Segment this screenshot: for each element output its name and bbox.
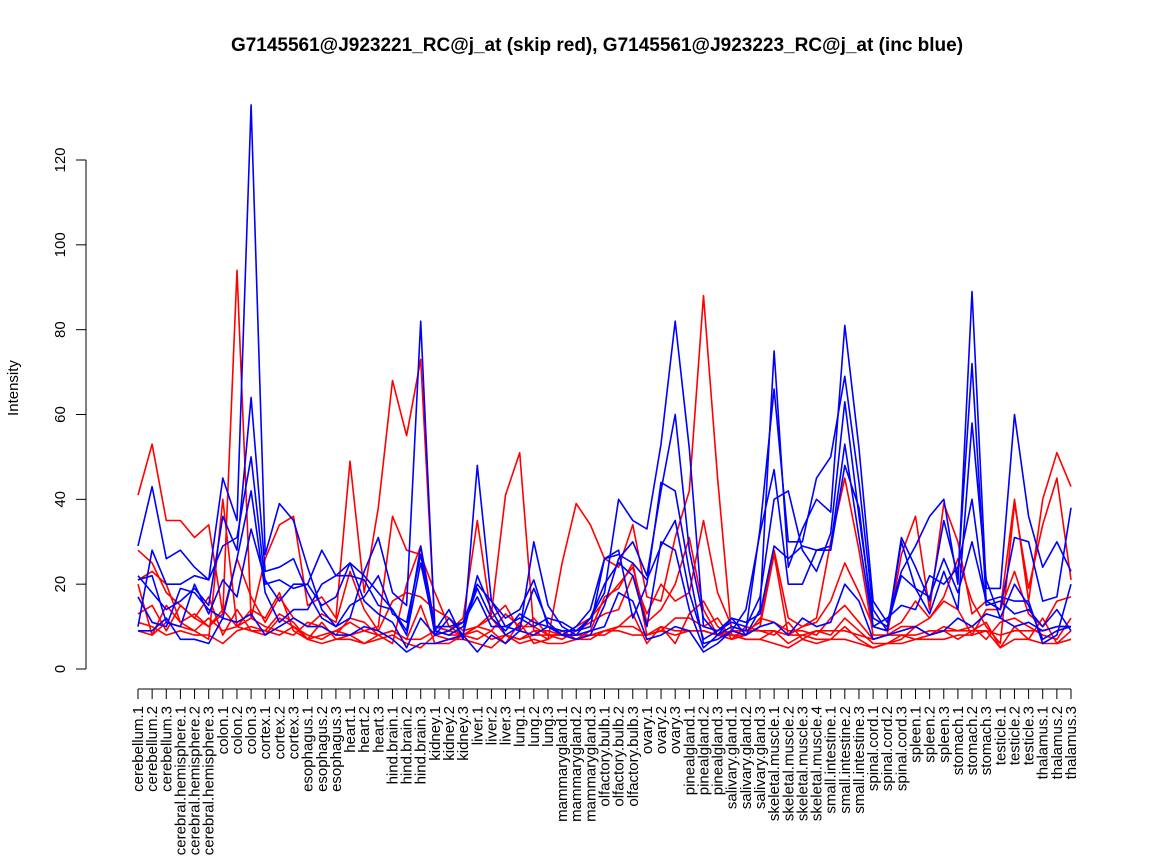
x-tick-label: spleen.3 <box>936 706 953 763</box>
x-tick-label: cerebral.hemisphere.3 <box>201 706 218 855</box>
y-tick-label: 40 <box>52 491 69 508</box>
x-tick-label: lung.3 <box>540 706 557 747</box>
x-tick-label: small.intestine.2 <box>837 706 854 814</box>
x-tick-label: kidney.1 <box>427 706 444 761</box>
x-tick-label: spinal.cord.1 <box>865 706 882 791</box>
y-tick-label: 60 <box>52 406 69 423</box>
x-tick-label: small.intestine.1 <box>823 706 840 814</box>
x-tick-label: spleen.2 <box>922 706 939 763</box>
x-tick-label: spleen.1 <box>908 706 925 763</box>
x-tick-label: cerebellum.1 <box>130 706 147 792</box>
x-tick-label: olfactory.bulb.2 <box>611 706 628 807</box>
x-tick-label: thalamus.2 <box>1049 706 1066 779</box>
x-tick-label: salivary.gland.3 <box>752 706 769 809</box>
x-tick-label: mammarygland.3 <box>582 706 599 822</box>
x-tick-label: kidney.2 <box>441 706 458 761</box>
x-tick-label: thalamus.1 <box>1035 706 1052 779</box>
x-tick-label: liver.1 <box>469 706 486 745</box>
x-tick-label: cerebellum.3 <box>158 706 175 792</box>
x-tick-label: testicle.2 <box>1006 706 1023 765</box>
x-tick-label: colon.1 <box>215 706 232 754</box>
x-tick-label: skeletal.muscle.1 <box>766 706 783 821</box>
series-layer <box>137 104 1072 653</box>
chart-title: G7145561@J923221_RC@j_at (skip red), G71… <box>231 35 963 56</box>
x-tick-label: colon.3 <box>243 706 260 754</box>
x-tick-label: lung.1 <box>512 706 529 747</box>
series-line-inc-13 <box>138 583 1071 653</box>
x-tick-label: liver.3 <box>498 706 515 745</box>
x-tick-label: heart.2 <box>356 706 373 753</box>
x-tick-label: pinealgland.3 <box>710 706 727 795</box>
x-tick-label: mammarygland.1 <box>554 706 571 822</box>
x-tick-label: kidney.3 <box>455 706 472 761</box>
y-tick-label: 80 <box>52 321 69 338</box>
x-tick-label: stomach.3 <box>978 706 995 775</box>
series-line-inc-11 <box>137 400 1072 641</box>
x-tick-label: esophagus.3 <box>328 706 345 792</box>
x-tick-label: thalamus.3 <box>1063 706 1080 779</box>
x-tick-label: cortex.1 <box>257 706 274 759</box>
y-axis: 0 20 40 60 80 100 120 <box>52 147 87 673</box>
x-tick-label: olfactory.bulb.3 <box>625 706 642 807</box>
x-tick-label: esophagus.2 <box>314 706 331 792</box>
x-tick-label: ovary.1 <box>639 706 656 754</box>
x-tick-label: hind.brain.2 <box>399 706 416 784</box>
x-tick-label: lung.2 <box>526 706 543 747</box>
x-tick-label: cerebral.hemisphere.2 <box>187 706 204 855</box>
x-tick-label: skeletal.muscle.2 <box>780 706 797 821</box>
y-tick-label: 20 <box>52 576 69 593</box>
x-tick-label: spinal.cord.2 <box>879 706 896 791</box>
x-tick-label: colon.2 <box>229 706 246 754</box>
x-tick-label: cortex.2 <box>271 706 288 759</box>
x-tick-label: stomach.1 <box>950 706 967 775</box>
x-tick-label: small.intestine.3 <box>851 706 868 814</box>
x-axis: cerebellum.1cerebellum.2cerebellum.3cere… <box>130 688 1080 855</box>
x-tick-label: heart.3 <box>370 706 387 753</box>
x-tick-label: esophagus.1 <box>300 706 317 792</box>
x-tick-label: olfactory.bulb.1 <box>597 706 614 807</box>
x-tick-label: pinealgland.1 <box>681 706 698 795</box>
x-tick-label: ovary.2 <box>653 706 670 754</box>
series-line-inc-9 <box>137 362 1072 641</box>
x-tick-label: stomach.2 <box>964 706 981 775</box>
series-line-skip-7 <box>137 617 1071 641</box>
x-tick-label: cerebral.hemisphere.1 <box>172 706 189 855</box>
x-tick-label: testicle.3 <box>1021 706 1038 765</box>
x-tick-label: pinealgland.2 <box>695 706 712 795</box>
x-tick-label: skeletal.muscle.4 <box>809 706 826 821</box>
series-line-skip-2 <box>137 477 1072 645</box>
x-tick-label: liver.2 <box>483 706 500 745</box>
x-tick-label: testicle.1 <box>992 706 1009 765</box>
x-tick-label: hind.brain.3 <box>413 706 430 784</box>
x-tick-label: skeletal.muscle.3 <box>794 706 811 821</box>
y-tick-label: 100 <box>52 232 69 257</box>
x-tick-label: salivary.gland.1 <box>724 706 741 809</box>
series-line-inc-8 <box>137 104 1072 641</box>
x-tick-label: heart.1 <box>342 706 359 753</box>
x-tick-label: hind.brain.1 <box>384 706 401 784</box>
x-tick-label: cortex.3 <box>286 706 303 759</box>
x-tick-label: salivary.gland.2 <box>738 706 755 809</box>
x-tick-label: spinal.cord.3 <box>893 706 910 791</box>
x-tick-label: cerebellum.2 <box>144 706 161 792</box>
x-tick-label: ovary.3 <box>667 706 684 754</box>
x-tick-label: mammarygland.2 <box>568 706 585 822</box>
y-tick-label: 120 <box>52 147 69 172</box>
y-tick-label: 0 <box>52 665 69 673</box>
y-axis-label: Intensity <box>5 360 22 416</box>
series-line-inc-12 <box>137 464 1072 649</box>
